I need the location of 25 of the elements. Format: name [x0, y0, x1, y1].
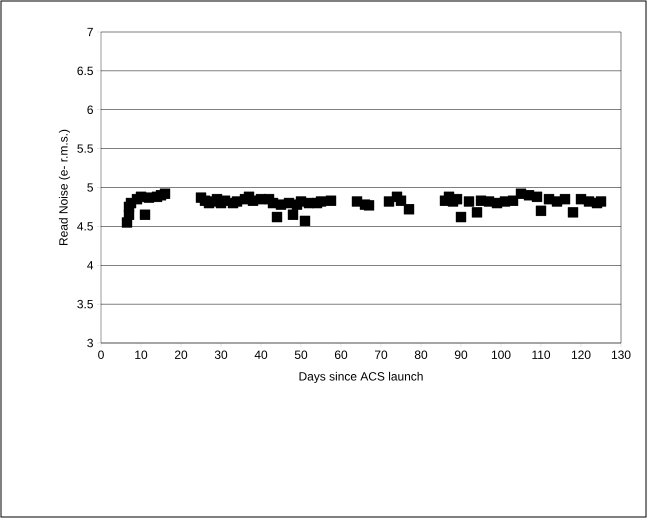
x-tick-label: 30: [214, 350, 228, 359]
x-tick-label: 20: [174, 350, 188, 359]
y-tick-label: 5: [87, 183, 93, 192]
x-tick-label: 0: [98, 350, 104, 359]
x-tick-label: 80: [414, 350, 428, 359]
x-tick-label: 70: [374, 350, 388, 359]
y-tick-label: 4: [87, 261, 94, 270]
x-tick-label: 90: [454, 350, 468, 359]
y-tick-label: 6: [87, 106, 93, 114]
y-tick-label: 4.5: [77, 222, 93, 231]
y-tick-label: 7: [87, 28, 93, 36]
x-tick-label: 50: [294, 350, 308, 359]
x-tick-label: 130: [612, 350, 631, 359]
x-axis-title: Days since ACS launch: [300, 372, 423, 383]
y-tick-label: 5.5: [77, 144, 93, 153]
x-tick-label: 40: [254, 350, 268, 359]
x-tick-label: 120: [572, 350, 591, 359]
y-tick-label: 3.5: [77, 300, 93, 308]
y-tick-label: 3: [87, 338, 93, 348]
x-tick-label: 100: [492, 350, 511, 359]
y-axis-title: Read Noise (e- r.m.s.): [58, 130, 70, 245]
y-tick-label: 6.5: [77, 66, 93, 76]
x-tick-label: 60: [334, 350, 348, 359]
x-tick-label: 10: [135, 350, 148, 359]
x-tick-label: 110: [532, 350, 550, 359]
